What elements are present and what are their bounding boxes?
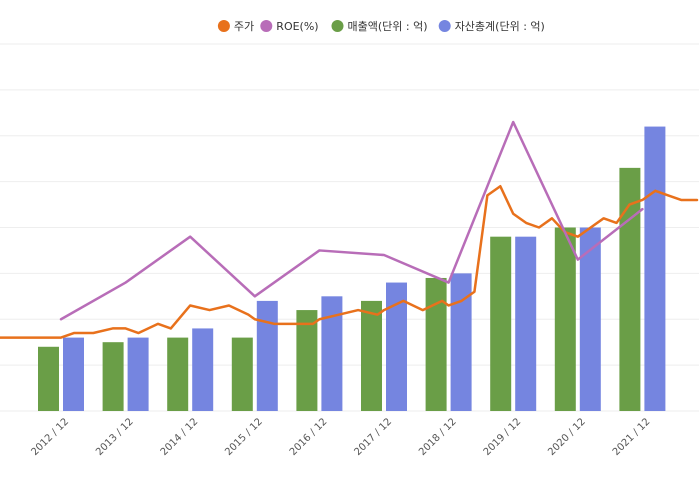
bar-revenue	[231, 337, 253, 411]
bar-assets	[63, 337, 84, 411]
x-tick-label: 2021 / 12	[611, 416, 653, 458]
legend-label: 주가	[234, 20, 254, 33]
bar-revenue	[167, 337, 189, 411]
bar-revenue	[619, 167, 641, 411]
bar-revenue	[361, 300, 382, 411]
bar-assets	[192, 328, 214, 411]
x-tick-label: 2014 / 12	[159, 416, 201, 458]
x-tick-label: 2016 / 12	[288, 416, 330, 458]
bar-assets	[386, 282, 407, 411]
bar-assets	[644, 126, 666, 411]
x-tick-label: 2015 / 12	[223, 416, 265, 458]
bar-revenue	[102, 342, 124, 411]
x-tick-label: 2020 / 12	[546, 416, 588, 458]
legend-marker	[217, 20, 230, 32]
x-tick-label: 2019 / 12	[482, 416, 524, 458]
bar-revenue	[425, 277, 447, 411]
bar-revenue	[296, 310, 318, 411]
bar-assets	[515, 236, 537, 411]
roe-line	[59, 120, 644, 321]
bar-assets	[450, 273, 472, 411]
series-lines	[0, 120, 699, 339]
bars	[38, 126, 666, 411]
bar-assets	[321, 296, 343, 411]
bar-revenue	[490, 236, 512, 411]
bar-assets	[579, 227, 601, 411]
bar-assets	[256, 300, 278, 411]
legend-marker	[260, 20, 273, 32]
legend-label: 매출액(단위 : 억)	[348, 20, 428, 33]
x-tick-label: 2013 / 12	[94, 416, 136, 458]
bar-assets	[127, 337, 149, 411]
bar-revenue	[38, 346, 59, 411]
legend-label: 자산총계(단위 : 억)	[455, 20, 545, 33]
x-axis-ticks: 2012 / 12 2013 / 12 2014 / 12 2015 / 12 2016…	[29, 416, 652, 458]
stock-price-line	[0, 184, 699, 339]
x-tick-label: 2017 / 12	[352, 416, 394, 458]
x-tick-label: 2018 / 12	[417, 416, 459, 458]
legend-marker	[438, 20, 451, 32]
x-tick-label: 2012 / 12	[29, 416, 71, 458]
legend-label: ROE(%)	[276, 20, 318, 33]
legend-marker	[331, 20, 344, 32]
legend[interactable]: 주가 ROE(%) 매출액(단위 : 억) 자산총계(단위 : 억)	[217, 20, 545, 33]
bar-revenue	[554, 227, 576, 411]
